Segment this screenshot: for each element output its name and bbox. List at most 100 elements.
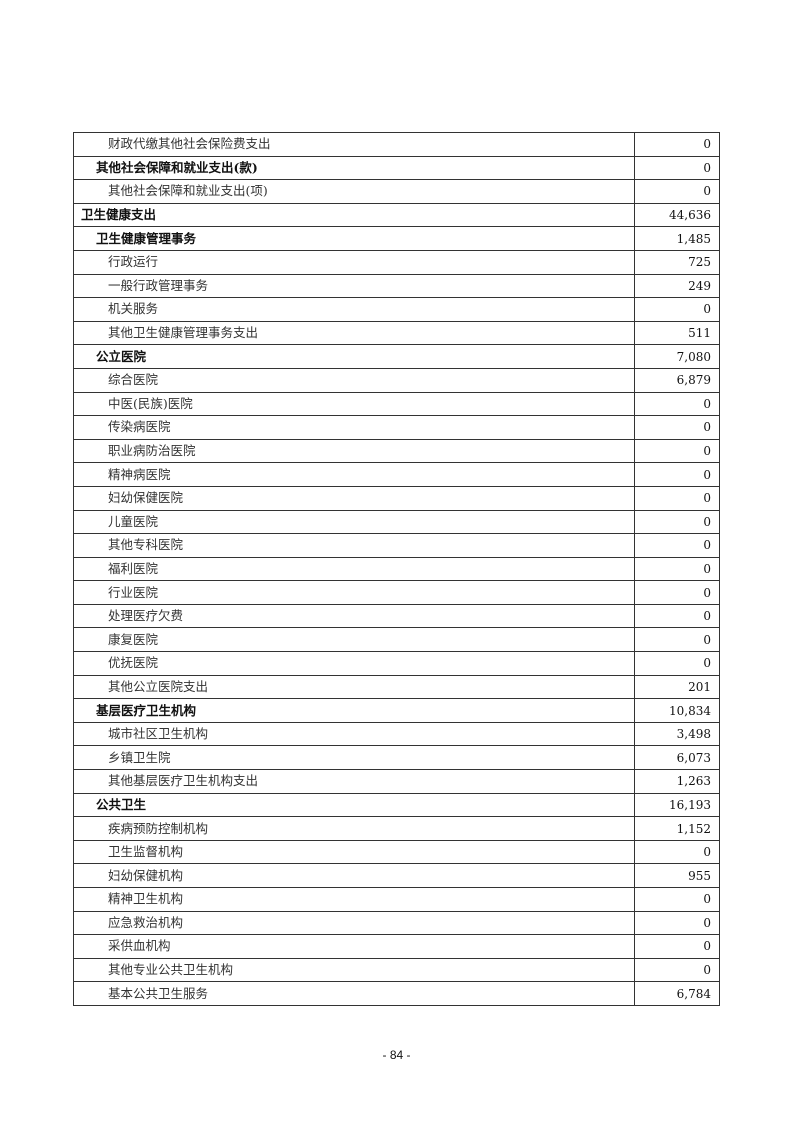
table-row: 卫生健康支出 44,636 — [73, 202, 720, 228]
table-row: 公共卫生 16,193 — [73, 792, 720, 818]
row-item-value: 44,636 — [634, 202, 720, 228]
row-item-value: 0 — [634, 297, 720, 322]
row-item-value: 6,879 — [634, 367, 720, 393]
row-item-name: 传染病医院 — [73, 415, 635, 440]
row-item-name: 基本公共卫生服务 — [73, 981, 635, 1006]
table-row: 福利医院 0 — [73, 556, 720, 582]
row-item-value: 1,263 — [634, 769, 720, 794]
row-item-value: 0 — [634, 603, 720, 629]
row-item-value: 1,485 — [634, 226, 720, 251]
row-item-name: 其他社会保障和就业支出(项) — [73, 179, 635, 204]
table-row: 疾病预防控制机构 1,152 — [73, 816, 720, 841]
row-item-name: 其他卫生健康管理事务支出 — [73, 320, 635, 346]
table-row: 康复医院 0 — [73, 627, 720, 653]
row-item-name: 处理医疗欠费 — [73, 603, 635, 629]
row-item-name: 卫生健康管理事务 — [73, 226, 635, 251]
row-item-name: 儿童医院 — [73, 509, 635, 535]
table-row: 职业病防治医院 0 — [73, 438, 720, 464]
table-row: 综合医院 6,879 — [73, 367, 720, 393]
table-row: 采供血机构 0 — [73, 934, 720, 959]
table-row: 乡镇卫生院 6,073 — [73, 745, 720, 771]
row-item-value: 201 — [634, 674, 720, 700]
row-item-name: 其他专业公共卫生机构 — [73, 957, 635, 983]
table-row: 儿童医院 0 — [73, 509, 720, 535]
row-item-name: 精神病医院 — [73, 462, 635, 487]
row-item-value: 10,834 — [634, 698, 720, 723]
page-number: - 84 - — [382, 1048, 411, 1062]
row-item-name: 综合医院 — [73, 367, 635, 393]
row-item-value: 0 — [634, 934, 720, 959]
row-item-value: 955 — [634, 863, 720, 888]
row-item-value: 0 — [634, 839, 720, 865]
row-item-name: 应急救治机构 — [73, 910, 635, 936]
row-item-value: 0 — [634, 438, 720, 464]
row-item-name: 福利医院 — [73, 556, 635, 582]
row-item-value: 0 — [634, 556, 720, 582]
table-row: 其他社会保障和就业支出(款) 0 — [73, 155, 720, 181]
table-row: 卫生健康管理事务 1,485 — [73, 226, 720, 251]
table-row: 基层医疗卫生机构 10,834 — [73, 698, 720, 723]
row-item-value: 249 — [634, 273, 720, 299]
row-item-value: 0 — [634, 391, 720, 417]
row-item-name: 中医(民族)医院 — [73, 391, 635, 417]
row-item-name: 采供血机构 — [73, 934, 635, 959]
table-row: 公立医院 7,080 — [73, 344, 720, 369]
table-row: 妇幼保健机构 955 — [73, 863, 720, 888]
table-row: 一般行政管理事务 249 — [73, 273, 720, 299]
row-item-name: 公共卫生 — [73, 792, 635, 818]
row-item-value: 0 — [634, 580, 720, 605]
row-item-value: 0 — [634, 651, 720, 676]
row-item-name: 卫生健康支出 — [73, 202, 635, 228]
row-item-value: 6,784 — [634, 981, 720, 1006]
table-row: 精神病医院 0 — [73, 462, 720, 487]
row-item-name: 其他公立医院支出 — [73, 674, 635, 700]
row-item-name: 城市社区卫生机构 — [73, 721, 635, 747]
row-item-value: 16,193 — [634, 792, 720, 818]
table-row: 精神卫生机构 0 — [73, 887, 720, 912]
row-item-name: 优抚医院 — [73, 651, 635, 676]
table-row: 中医(民族)医院 0 — [73, 391, 720, 417]
table-row: 妇幼保健医院 0 — [73, 485, 720, 511]
table-row: 基本公共卫生服务 6,784 — [73, 981, 720, 1006]
table-row: 其他基层医疗卫生机构支出 1,263 — [73, 769, 720, 794]
table-row: 处理医疗欠费 0 — [73, 603, 720, 629]
row-item-name: 妇幼保健机构 — [73, 863, 635, 888]
row-item-name: 其他社会保障和就业支出(款) — [73, 155, 635, 181]
row-item-value: 0 — [634, 155, 720, 181]
table-row: 其他专业公共卫生机构 0 — [73, 957, 720, 983]
row-item-name: 行业医院 — [73, 580, 635, 605]
expenditure-table: 财政代缴其他社会保险费支出 0 其他社会保障和就业支出(款) 0 其他社会保障和就业支出… — [73, 132, 720, 1006]
table-row: 其他社会保障和就业支出(项) 0 — [73, 179, 720, 204]
table-row: 行业医院 0 — [73, 580, 720, 605]
row-item-name: 康复医院 — [73, 627, 635, 653]
table-row: 财政代缴其他社会保险费支出 0 — [73, 132, 720, 157]
table-row: 传染病医院 0 — [73, 415, 720, 440]
table-row: 应急救治机构 0 — [73, 910, 720, 936]
row-item-value: 6,073 — [634, 745, 720, 771]
row-item-name: 一般行政管理事务 — [73, 273, 635, 299]
row-item-value: 0 — [634, 485, 720, 511]
table-row: 其他卫生健康管理事务支出 511 — [73, 320, 720, 346]
table-row: 其他公立医院支出 201 — [73, 674, 720, 700]
row-item-name: 基层医疗卫生机构 — [73, 698, 635, 723]
row-item-value: 0 — [634, 509, 720, 535]
row-item-name: 妇幼保健医院 — [73, 485, 635, 511]
row-item-value: 0 — [634, 957, 720, 983]
row-item-value: 0 — [634, 415, 720, 440]
row-item-name: 卫生监督机构 — [73, 839, 635, 865]
row-item-value: 511 — [634, 320, 720, 346]
table-row: 优抚医院 0 — [73, 651, 720, 676]
row-item-name: 精神卫生机构 — [73, 887, 635, 912]
table-row: 行政运行 725 — [73, 249, 720, 275]
row-item-value: 725 — [634, 249, 720, 275]
row-item-value: 0 — [634, 179, 720, 204]
row-item-value: 3,498 — [634, 721, 720, 747]
row-item-name: 机关服务 — [73, 297, 635, 322]
row-item-value: 0 — [634, 887, 720, 912]
row-item-value: 0 — [634, 910, 720, 936]
row-item-name: 职业病防治医院 — [73, 438, 635, 464]
table-row: 卫生监督机构 0 — [73, 839, 720, 865]
row-item-value: 1,152 — [634, 816, 720, 841]
row-item-value: 0 — [634, 533, 720, 558]
table-row: 城市社区卫生机构 3,498 — [73, 721, 720, 747]
